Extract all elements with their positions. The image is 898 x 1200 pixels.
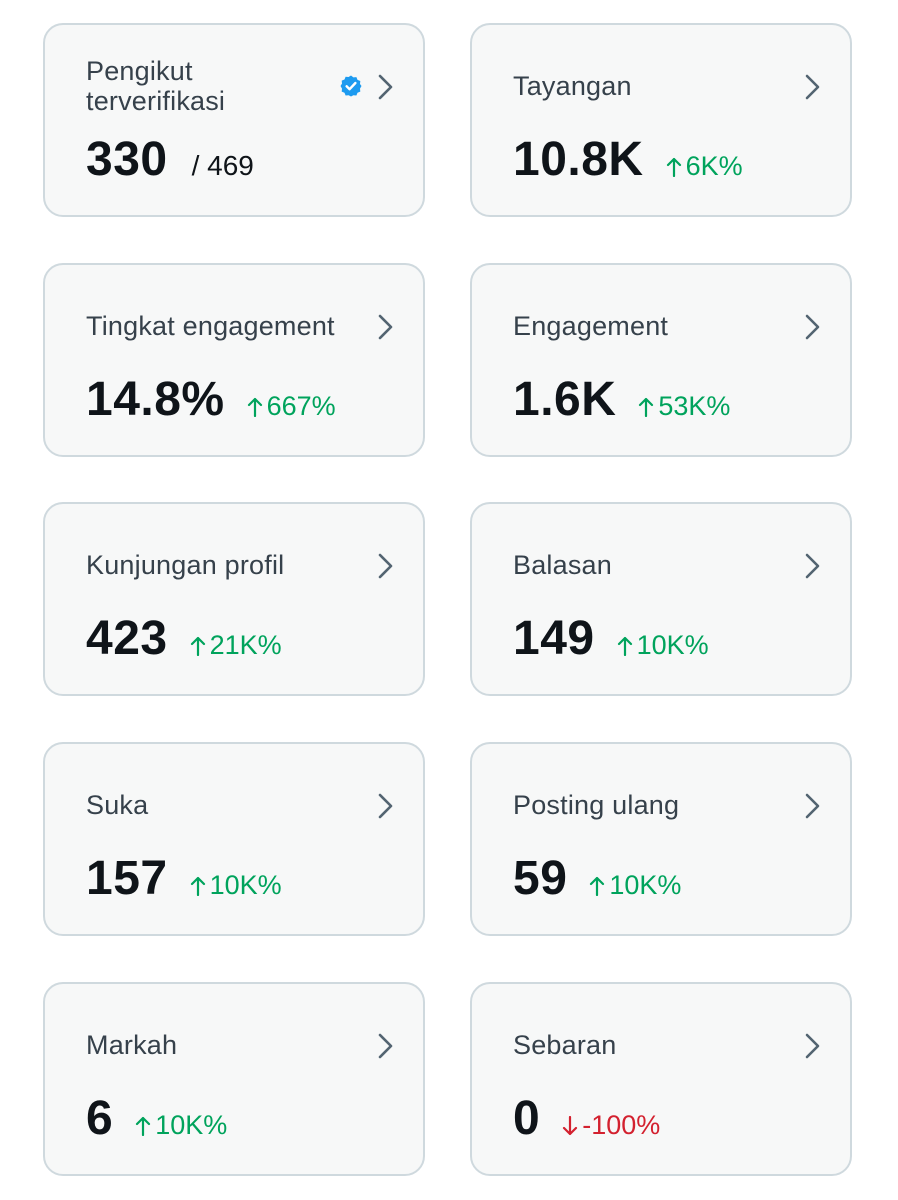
- metric-row: 59 10K%: [513, 854, 681, 904]
- metric-value: 330: [86, 133, 168, 186]
- metric-row: 149 10K%: [513, 614, 709, 664]
- metric-row: 1.6K 53K%: [513, 375, 730, 425]
- chevron-right-icon[interactable]: [373, 552, 397, 580]
- chevron-right-icon[interactable]: [800, 73, 824, 101]
- metric-change: 10K%: [617, 630, 709, 661]
- card-profile-visits[interactable]: Kunjungan profil 423 21K%: [43, 502, 425, 696]
- metric-change: 10K%: [135, 1110, 227, 1141]
- card-title: Markah: [86, 1030, 178, 1060]
- chevron-right-icon[interactable]: [373, 792, 397, 820]
- metric-change: -100%: [562, 1110, 660, 1141]
- card-title: Pengikut terverifikasi: [86, 56, 226, 116]
- metric-change-value: 10K%: [609, 870, 682, 900]
- arrow-up-icon: [247, 393, 263, 418]
- metric-value: 149: [513, 612, 595, 665]
- chevron-right-icon[interactable]: [800, 792, 824, 820]
- metric-row: 423 21K%: [86, 614, 282, 664]
- metric-change: 10K%: [589, 870, 681, 901]
- metric-change: 10K%: [190, 870, 282, 901]
- card-verified-followers[interactable]: Pengikut terverifikasi 330 / 469: [43, 23, 425, 217]
- metric-row: 10.8K 6K%: [513, 135, 743, 185]
- arrow-up-icon: [638, 393, 654, 418]
- metric-change-value: 10K%: [636, 630, 709, 660]
- arrow-up-icon: [190, 632, 206, 657]
- metric-change-value: 53K%: [658, 391, 731, 421]
- card-likes[interactable]: Suka 157 10K%: [43, 742, 425, 936]
- metric-change: 6K%: [666, 151, 743, 182]
- metric-total: / 469: [191, 150, 254, 181]
- chevron-right-icon[interactable]: [373, 1032, 397, 1060]
- card-engagement-rate[interactable]: Tingkat engagement 14.8% 667%: [43, 263, 425, 457]
- card-title: Sebaran: [513, 1030, 617, 1060]
- card-title: Posting ulang: [513, 790, 680, 820]
- metric-value: 423: [86, 612, 168, 665]
- arrow-up-icon: [190, 872, 206, 897]
- card-bookmarks[interactable]: Markah 6 10K%: [43, 982, 425, 1176]
- metric-value: 14.8%: [86, 373, 225, 426]
- card-reposts[interactable]: Posting ulang 59 10K%: [470, 742, 852, 936]
- arrow-up-icon: [666, 153, 682, 178]
- chevron-right-icon[interactable]: [373, 73, 397, 101]
- metric-change-value: 667%: [266, 391, 336, 421]
- card-title: Balasan: [513, 550, 612, 580]
- metric-change: 53K%: [638, 391, 730, 422]
- card-impressions[interactable]: Tayangan 10.8K 6K%: [470, 23, 852, 217]
- card-title: Suka: [86, 790, 149, 820]
- metric-change: 21K%: [190, 630, 282, 661]
- arrow-up-icon: [589, 872, 605, 897]
- metric-change-value: 21K%: [209, 630, 282, 660]
- arrow-up-icon: [135, 1112, 151, 1137]
- verified-badge-icon: [339, 74, 363, 98]
- metric-change-value: 10K%: [155, 1110, 228, 1140]
- metric-value: 157: [86, 852, 168, 905]
- metric-change-value: 6K%: [685, 151, 743, 181]
- card-title: Kunjungan profil: [86, 550, 285, 580]
- metric-row: 0 -100%: [513, 1094, 660, 1144]
- metric-value: 59: [513, 852, 568, 905]
- metric-value: 10.8K: [513, 133, 644, 186]
- metric-change-value: 10K%: [209, 870, 282, 900]
- metric-row: 14.8% 667%: [86, 375, 336, 425]
- chevron-right-icon[interactable]: [800, 552, 824, 580]
- chevron-right-icon[interactable]: [373, 313, 397, 341]
- metric-value: 1.6K: [513, 373, 617, 426]
- arrow-up-icon: [617, 632, 633, 657]
- card-replies[interactable]: Balasan 149 10K%: [470, 502, 852, 696]
- card-title: Engagement: [513, 311, 669, 341]
- metric-row: 330 / 469: [86, 135, 254, 185]
- card-title: Tayangan: [513, 71, 632, 101]
- metric-value: 0: [513, 1092, 541, 1145]
- metric-change-value: -100%: [582, 1110, 661, 1140]
- chevron-right-icon[interactable]: [800, 313, 824, 341]
- metric-change: 667%: [247, 391, 336, 422]
- metric-row: 6 10K%: [86, 1094, 227, 1144]
- card-shares[interactable]: Sebaran 0 -100%: [470, 982, 852, 1176]
- chevron-right-icon[interactable]: [800, 1032, 824, 1060]
- card-title: Tingkat engagement: [86, 311, 335, 341]
- card-engagement[interactable]: Engagement 1.6K 53K%: [470, 263, 852, 457]
- metric-value: 6: [86, 1092, 114, 1145]
- arrow-down-icon: [562, 1112, 578, 1136]
- metric-row: 157 10K%: [86, 854, 282, 904]
